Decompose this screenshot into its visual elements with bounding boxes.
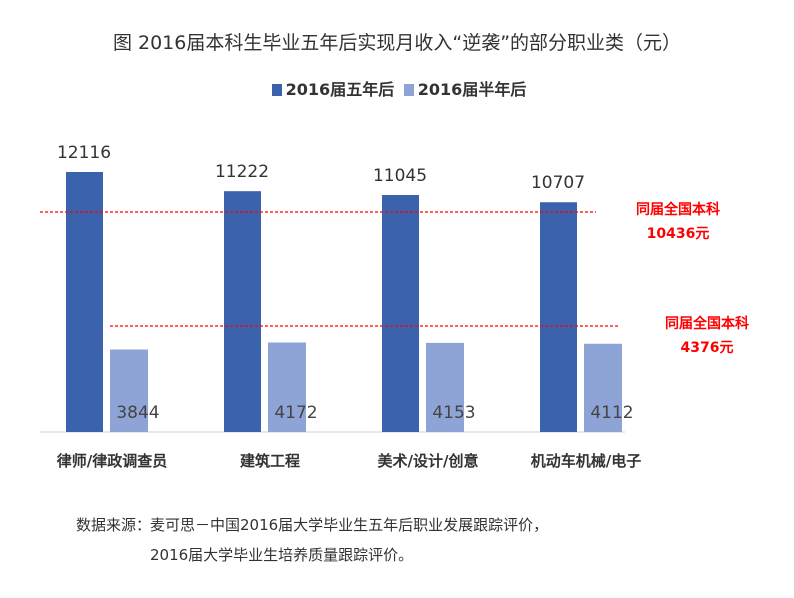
reference-label: 同届全国本科 <box>665 315 749 332</box>
category-label: 机动车机械/电子 <box>531 452 641 470</box>
chart-title: 图 2016届本科生毕业五年后实现月收入“逆袭”的部分职业类（元） <box>112 32 682 54</box>
data-label-five-year: 10707 <box>531 173 585 193</box>
bar-five-year <box>382 194 419 432</box>
data-label-half-year: 4172 <box>274 403 317 423</box>
reference-label: 同届全国本科 <box>636 201 720 218</box>
bar-half-year <box>584 343 622 432</box>
data-label-five-year: 12116 <box>57 143 111 163</box>
legend-label-half-year: 2016届半年后 <box>417 80 527 99</box>
source-line-1: 麦可思－中国2016届大学毕业生五年后职业发展跟踪评价， <box>150 516 549 534</box>
category-label: 律师/律政调查员 <box>56 452 167 470</box>
bar-half-year <box>426 342 464 432</box>
reference-value: 10436元 <box>647 226 710 242</box>
bar-half-year <box>268 342 306 432</box>
legend-swatch-five-year <box>271 84 282 96</box>
source-label: 数据来源： <box>76 516 152 534</box>
bar-five-year <box>224 191 261 432</box>
source-line-2: 2016届大学毕业生培养质量跟踪评价。 <box>150 546 414 564</box>
category-label: 美术/设计/创意 <box>378 452 479 470</box>
bar-five-year <box>66 172 103 432</box>
bar-five-year <box>540 202 577 432</box>
reference-value: 4376元 <box>681 340 734 356</box>
legend-label-five-year: 2016届五年后 <box>285 80 395 99</box>
data-label-half-year: 3844 <box>116 403 159 423</box>
data-label-five-year: 11222 <box>215 162 269 182</box>
category-label: 建筑工程 <box>240 452 300 470</box>
data-label-five-year: 11045 <box>373 166 427 186</box>
data-label-half-year: 4153 <box>432 403 475 423</box>
bar-half-year <box>110 349 148 432</box>
legend: 2016届五年后 2016届半年后 <box>0 76 794 100</box>
data-label-half-year: 4112 <box>590 403 633 423</box>
legend-swatch-half-year <box>403 84 414 96</box>
